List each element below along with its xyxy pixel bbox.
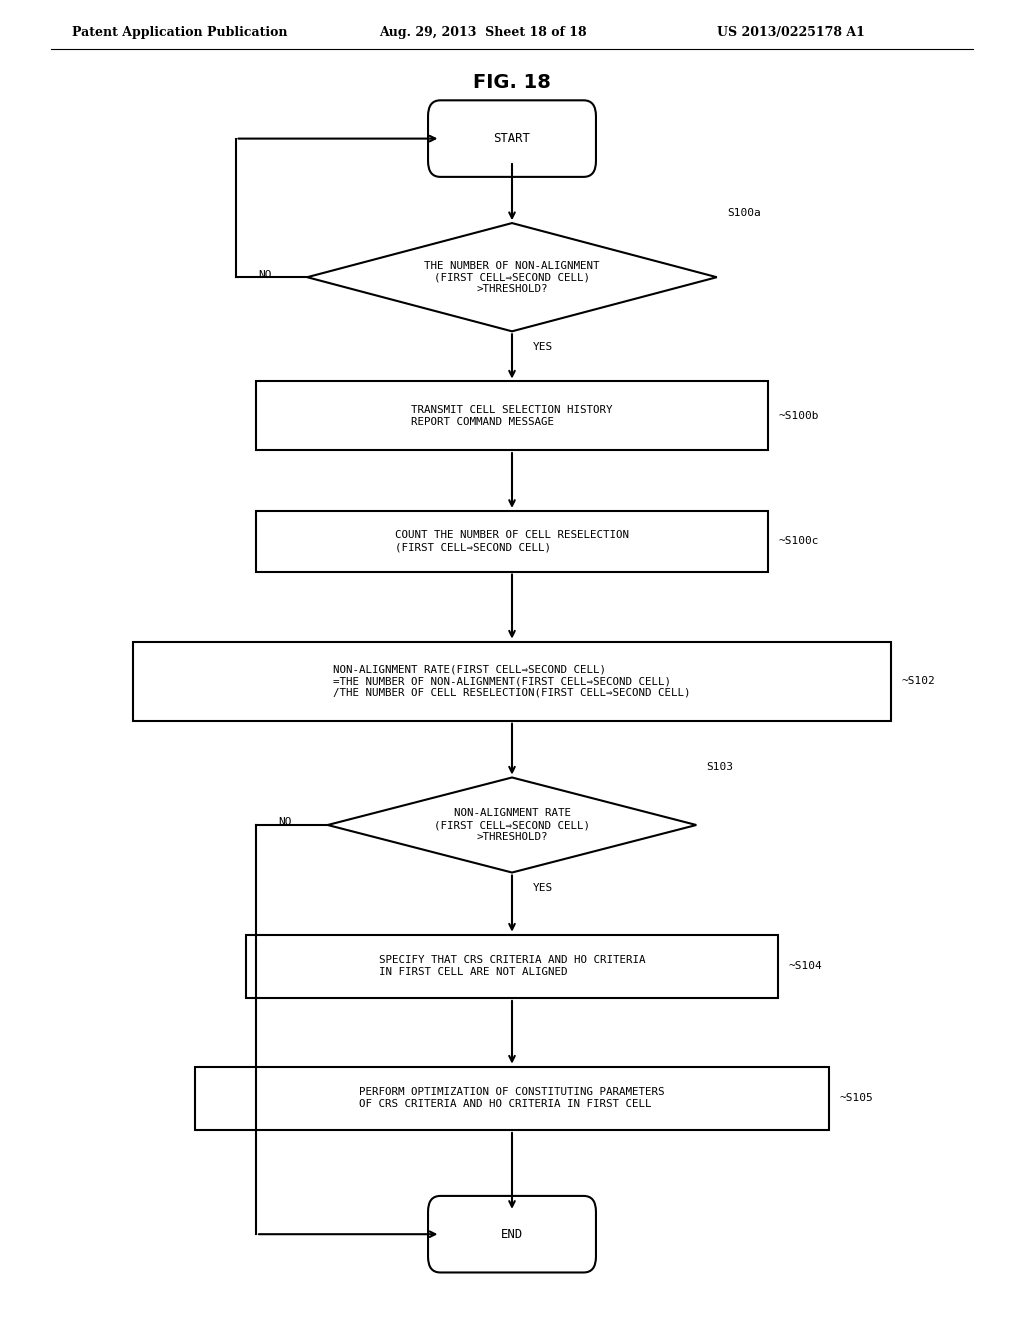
Text: YES: YES	[532, 883, 553, 894]
Text: Aug. 29, 2013  Sheet 18 of 18: Aug. 29, 2013 Sheet 18 of 18	[379, 26, 587, 40]
Text: SPECIFY THAT CRS CRITERIA AND HO CRITERIA
IN FIRST CELL ARE NOT ALIGNED: SPECIFY THAT CRS CRITERIA AND HO CRITERI…	[379, 956, 645, 977]
Polygon shape	[307, 223, 717, 331]
Text: COUNT THE NUMBER OF CELL RESELECTION
(FIRST CELL⇒SECOND CELL): COUNT THE NUMBER OF CELL RESELECTION (FI…	[395, 531, 629, 552]
Text: TRANSMIT CELL SELECTION HISTORY
REPORT COMMAND MESSAGE: TRANSMIT CELL SELECTION HISTORY REPORT C…	[412, 405, 612, 426]
FancyBboxPatch shape	[428, 1196, 596, 1272]
Text: ~S100b: ~S100b	[778, 411, 819, 421]
FancyBboxPatch shape	[256, 511, 768, 572]
Text: THE NUMBER OF NON-ALIGNMENT
(FIRST CELL⇒SECOND CELL)
>THRESHOLD?: THE NUMBER OF NON-ALIGNMENT (FIRST CELL⇒…	[424, 260, 600, 294]
Text: FIG. 18: FIG. 18	[473, 73, 551, 91]
Text: NON-ALIGNMENT RATE
(FIRST CELL⇒SECOND CELL)
>THRESHOLD?: NON-ALIGNMENT RATE (FIRST CELL⇒SECOND CE…	[434, 808, 590, 842]
Text: Patent Application Publication: Patent Application Publication	[72, 26, 287, 40]
Text: END: END	[501, 1228, 523, 1241]
Text: NON-ALIGNMENT RATE(FIRST CELL⇒SECOND CELL)
=THE NUMBER OF NON-ALIGNMENT(FIRST CE: NON-ALIGNMENT RATE(FIRST CELL⇒SECOND CEL…	[333, 664, 691, 698]
Text: S100a: S100a	[727, 207, 761, 218]
Text: US 2013/0225178 A1: US 2013/0225178 A1	[717, 26, 864, 40]
Text: S103: S103	[707, 762, 733, 772]
FancyBboxPatch shape	[133, 642, 891, 721]
Text: START: START	[494, 132, 530, 145]
FancyBboxPatch shape	[256, 381, 768, 450]
Text: NO: NO	[258, 269, 271, 280]
Polygon shape	[328, 777, 696, 873]
Text: ~S104: ~S104	[788, 961, 822, 972]
Text: NO: NO	[279, 817, 292, 828]
Text: ~S105: ~S105	[840, 1093, 873, 1104]
FancyBboxPatch shape	[428, 100, 596, 177]
FancyBboxPatch shape	[195, 1067, 829, 1130]
FancyBboxPatch shape	[246, 935, 778, 998]
Text: YES: YES	[532, 342, 553, 352]
Text: ~S102: ~S102	[901, 676, 935, 686]
Text: ~S100c: ~S100c	[778, 536, 819, 546]
Text: PERFORM OPTIMIZATION OF CONSTITUTING PARAMETERS
OF CRS CRITERIA AND HO CRITERIA : PERFORM OPTIMIZATION OF CONSTITUTING PAR…	[359, 1088, 665, 1109]
